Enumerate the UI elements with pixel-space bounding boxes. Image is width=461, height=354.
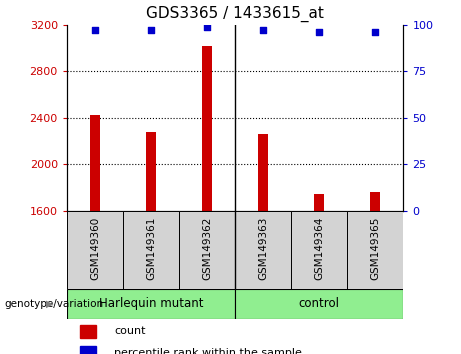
Bar (258, 134, 268, 211)
Text: count: count (114, 326, 146, 337)
Text: GSM149360: GSM149360 (90, 217, 100, 280)
Text: genotype/variation: genotype/variation (5, 298, 104, 309)
Point (315, 29, 323, 35)
Point (203, 24, 211, 29)
Text: control: control (299, 297, 340, 310)
Bar (314, 194, 324, 211)
Bar (80, 346, 96, 354)
Point (147, 28, 154, 33)
Bar (146, 132, 156, 211)
Bar (90, 115, 100, 211)
Point (260, 28, 267, 33)
Text: ▶: ▶ (46, 298, 53, 309)
Bar (347, 211, 403, 289)
Text: GSM149362: GSM149362 (202, 217, 212, 280)
Bar (235, 211, 291, 289)
Text: GSM149364: GSM149364 (314, 217, 324, 280)
Bar (123, 211, 179, 289)
Text: GSM149363: GSM149363 (258, 217, 268, 280)
Bar (291, 211, 347, 289)
Text: percentile rank within the sample: percentile rank within the sample (114, 348, 302, 354)
Point (372, 29, 379, 35)
Bar (80, 325, 96, 338)
Bar (67, 211, 123, 289)
Text: Harlequin mutant: Harlequin mutant (99, 297, 203, 310)
Point (91, 28, 99, 33)
Title: GDS3365 / 1433615_at: GDS3365 / 1433615_at (146, 6, 324, 22)
Bar (370, 192, 380, 211)
Bar (235, 289, 403, 319)
Bar (67, 289, 235, 319)
Bar (202, 46, 212, 211)
Bar (179, 211, 235, 289)
Text: GSM149365: GSM149365 (370, 217, 380, 280)
Text: GSM149361: GSM149361 (146, 217, 156, 280)
